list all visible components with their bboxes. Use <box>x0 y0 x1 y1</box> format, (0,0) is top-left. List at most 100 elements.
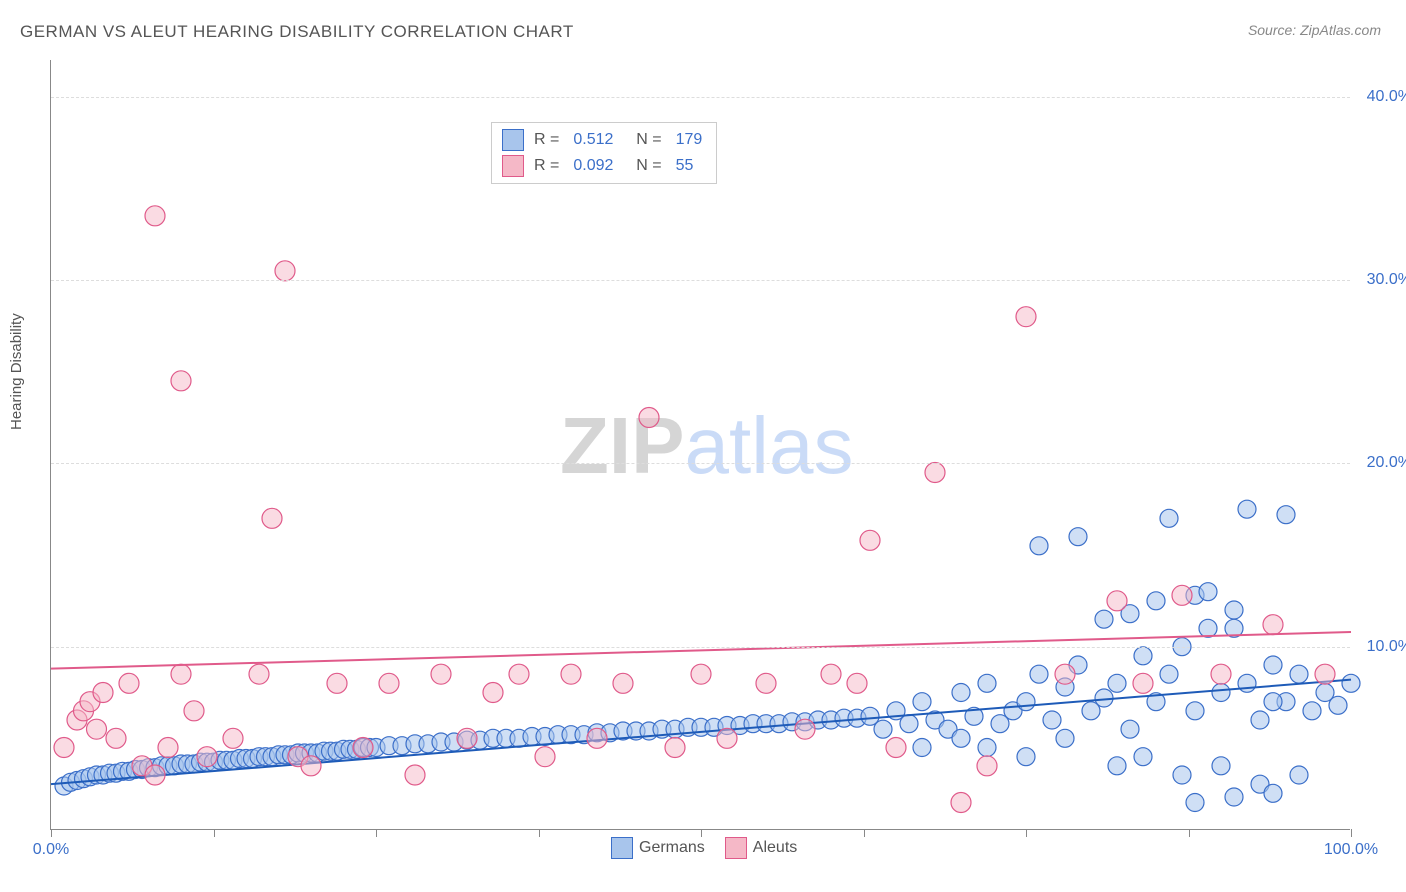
scatter-point <box>665 738 685 758</box>
scatter-point <box>106 728 126 748</box>
scatter-point <box>847 673 867 693</box>
scatter-point <box>509 664 529 684</box>
scatter-point <box>1160 665 1178 683</box>
scatter-point <box>756 673 776 693</box>
scatter-point <box>951 793 971 813</box>
trend-line <box>51 680 1351 785</box>
stat-r-label: R = <box>534 157 559 175</box>
legend-label: Germans <box>639 839 705 857</box>
scatter-point <box>613 673 633 693</box>
scatter-point <box>87 719 107 739</box>
scatter-point <box>1186 702 1204 720</box>
scatter-point <box>913 693 931 711</box>
scatter-point <box>1264 656 1282 674</box>
scatter-point <box>1186 794 1204 812</box>
plot-area: R = 0.512 N = 179R = 0.092 N = 55 German… <box>50 60 1350 830</box>
legend-item: Germans <box>611 837 705 859</box>
scatter-point <box>1238 674 1256 692</box>
x-tick <box>864 829 865 837</box>
scatter-point <box>1264 693 1282 711</box>
scatter-point <box>1199 583 1217 601</box>
scatter-point <box>978 739 996 757</box>
scatter-point <box>171 371 191 391</box>
scatter-point <box>1107 591 1127 611</box>
scatter-point <box>405 765 425 785</box>
scatter-point <box>1017 748 1035 766</box>
y-tick-label: 10.0% <box>1367 638 1406 656</box>
legend-item: Aleuts <box>725 837 797 859</box>
scatter-point <box>561 664 581 684</box>
scatter-point <box>275 261 295 281</box>
scatter-point <box>262 508 282 528</box>
scatter-point <box>379 673 399 693</box>
scatter-point <box>1264 784 1282 802</box>
scatter-point <box>1095 610 1113 628</box>
scatter-point <box>249 664 269 684</box>
scatter-point <box>1017 693 1035 711</box>
scatter-point <box>691 664 711 684</box>
legend-stats-box: R = 0.512 N = 179R = 0.092 N = 55 <box>491 122 717 184</box>
scatter-point <box>171 664 191 684</box>
scatter-point <box>1238 500 1256 518</box>
scatter-point <box>952 684 970 702</box>
x-tick <box>1351 829 1352 837</box>
x-tick <box>376 829 377 837</box>
scatter-point <box>327 673 347 693</box>
x-tick-label: 100.0% <box>1324 841 1378 859</box>
scatter-point <box>1277 506 1295 524</box>
trend-line <box>51 632 1351 669</box>
scatter-point <box>457 728 477 748</box>
scatter-point <box>1172 585 1192 605</box>
gridline <box>51 647 1350 648</box>
scatter-point <box>1133 673 1153 693</box>
scatter-point <box>1147 592 1165 610</box>
scatter-point <box>1199 619 1217 637</box>
scatter-point <box>1095 689 1113 707</box>
x-tick <box>1026 829 1027 837</box>
y-tick-label: 40.0% <box>1367 88 1406 106</box>
scatter-point <box>1342 674 1360 692</box>
gridline <box>51 97 1350 98</box>
scatter-point <box>977 756 997 776</box>
scatter-point <box>145 206 165 226</box>
y-tick-label: 30.0% <box>1367 271 1406 289</box>
scatter-point <box>821 664 841 684</box>
scatter-point <box>145 765 165 785</box>
scatter-point <box>431 664 451 684</box>
scatter-point <box>913 739 931 757</box>
scatter-point <box>1134 748 1152 766</box>
scatter-point <box>119 673 139 693</box>
scatter-point <box>1225 601 1243 619</box>
source-attribution: Source: ZipAtlas.com <box>1248 22 1381 38</box>
scatter-point <box>925 463 945 483</box>
scatter-point <box>1225 788 1243 806</box>
scatter-point <box>587 728 607 748</box>
scatter-point <box>1211 664 1231 684</box>
scatter-point <box>1030 537 1048 555</box>
x-tick <box>214 829 215 837</box>
legend-swatch <box>502 129 524 151</box>
scatter-point <box>1121 720 1139 738</box>
scatter-point <box>952 729 970 747</box>
stat-n-label: N = <box>627 131 661 149</box>
scatter-point <box>301 756 321 776</box>
scatter-point <box>1108 757 1126 775</box>
legend-stats-row: R = 0.512 N = 179 <box>502 127 706 153</box>
scatter-point <box>223 728 243 748</box>
scatter-point <box>717 728 737 748</box>
stat-n-value: 55 <box>676 157 694 175</box>
scatter-point <box>1016 307 1036 327</box>
gridline <box>51 463 1350 464</box>
scatter-point <box>900 715 918 733</box>
stat-r-value: 0.512 <box>573 131 613 149</box>
scatter-point <box>1290 665 1308 683</box>
scatter-point <box>158 738 178 758</box>
legend-stats-row: R = 0.092 N = 55 <box>502 153 706 179</box>
gridline <box>51 280 1350 281</box>
scatter-point <box>1134 647 1152 665</box>
legend-label: Aleuts <box>753 839 797 857</box>
legend-swatch <box>611 837 633 859</box>
scatter-point <box>1173 766 1191 784</box>
scatter-point <box>1212 757 1230 775</box>
legend-swatch <box>725 837 747 859</box>
